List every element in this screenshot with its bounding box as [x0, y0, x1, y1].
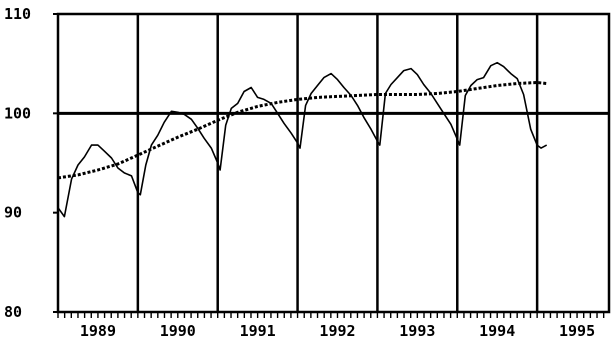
year-dividers	[136, 14, 539, 312]
y-tick-label: 80	[4, 303, 22, 321]
y-tick-label: 90	[4, 204, 22, 222]
y-axis: 80 90 100 110	[4, 5, 58, 321]
plot-border	[56, 12, 611, 314]
series-layer	[57, 61, 548, 218]
y-tick-label: 110	[4, 5, 31, 23]
y-tick-label: 100	[4, 104, 31, 122]
trend-series-line	[57, 81, 547, 180]
x-tick-label: 1993	[399, 322, 435, 340]
x-axis: 1989 1990 1991 1992 1993 1994 1995	[57, 312, 605, 340]
x-tick-label: 1992	[319, 322, 355, 340]
x-tick-label: 1995	[559, 322, 595, 340]
plot-frame	[56, 12, 611, 314]
seasonal-series-line	[57, 61, 548, 218]
x-tick-label: 1994	[479, 322, 515, 340]
x-tick-label: 1991	[240, 322, 276, 340]
x-tick-label: 1990	[160, 322, 196, 340]
x-tick-label: 1989	[80, 322, 116, 340]
